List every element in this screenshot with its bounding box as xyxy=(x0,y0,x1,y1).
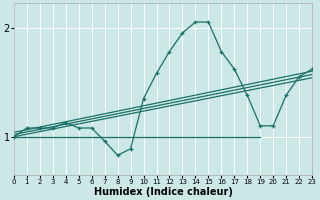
X-axis label: Humidex (Indice chaleur): Humidex (Indice chaleur) xyxy=(93,187,232,197)
